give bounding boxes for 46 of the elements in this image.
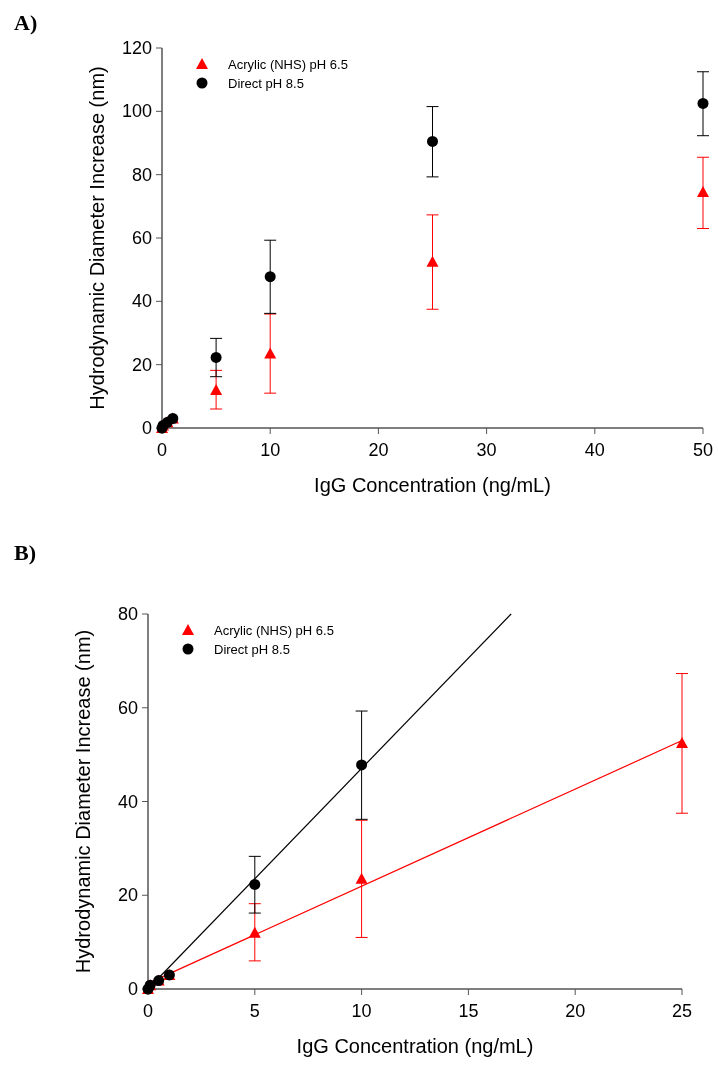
point — [356, 759, 368, 771]
x-axis-title: IgG Concentration (ng/mL) — [314, 474, 551, 496]
point — [426, 255, 439, 267]
x-tick-label: 10 — [260, 440, 281, 460]
y-axis-title: Hydrodynamic Diameter Increase (nm) — [72, 629, 94, 974]
x-axis-title: IgG Concentration (ng/mL) — [296, 1035, 534, 1057]
y-tick-label: 40 — [131, 291, 152, 312]
legend-label: Acrylic (NHS) pH 6.5 — [228, 57, 348, 72]
point — [676, 736, 688, 748]
point — [248, 926, 261, 938]
chart-title: A) — [14, 10, 38, 35]
point — [697, 186, 709, 198]
point — [210, 351, 222, 363]
x-tick-label: 15 — [458, 1001, 479, 1021]
point — [249, 878, 261, 890]
x-tick-label: 10 — [351, 1001, 372, 1021]
y-tick-label: 20 — [117, 885, 138, 906]
x-tick-label: 30 — [476, 440, 497, 460]
y-tick-label: 120 — [121, 38, 152, 58]
y-tick-label: 100 — [121, 101, 152, 122]
y-tick-label: 80 — [131, 164, 152, 185]
x-tick-label: 5 — [249, 1001, 260, 1021]
x-tick-label: 40 — [584, 440, 605, 460]
y-tick-label: 40 — [117, 791, 138, 812]
point — [264, 347, 277, 359]
y-tick-label: 80 — [117, 604, 138, 624]
legend-label: Acrylic (NHS) pH 6.5 — [214, 623, 334, 638]
legend-label: Direct pH 8.5 — [214, 642, 290, 657]
point — [210, 384, 223, 395]
y-tick-label: 60 — [131, 228, 152, 248]
y-axis-title: Hydrodynamic Diameter Increase (nm) — [86, 66, 108, 410]
point — [697, 97, 709, 109]
point — [427, 135, 438, 147]
x-tick-label: 25 — [671, 1001, 693, 1021]
chart-title: B) — [14, 540, 36, 565]
legend-label: Direct pH 8.5 — [228, 76, 304, 91]
x-tick-label: 50 — [692, 440, 714, 460]
y-tick-label: 0 — [141, 418, 152, 438]
point — [355, 872, 368, 884]
x-tick-label: 20 — [368, 440, 389, 460]
y-tick-label: 0 — [127, 979, 138, 999]
x-tick-label: 0 — [156, 440, 168, 460]
point — [264, 271, 276, 283]
x-tick-label: 20 — [565, 1001, 586, 1021]
y-tick-label: 60 — [117, 697, 138, 718]
y-tick-label: 20 — [131, 354, 152, 375]
